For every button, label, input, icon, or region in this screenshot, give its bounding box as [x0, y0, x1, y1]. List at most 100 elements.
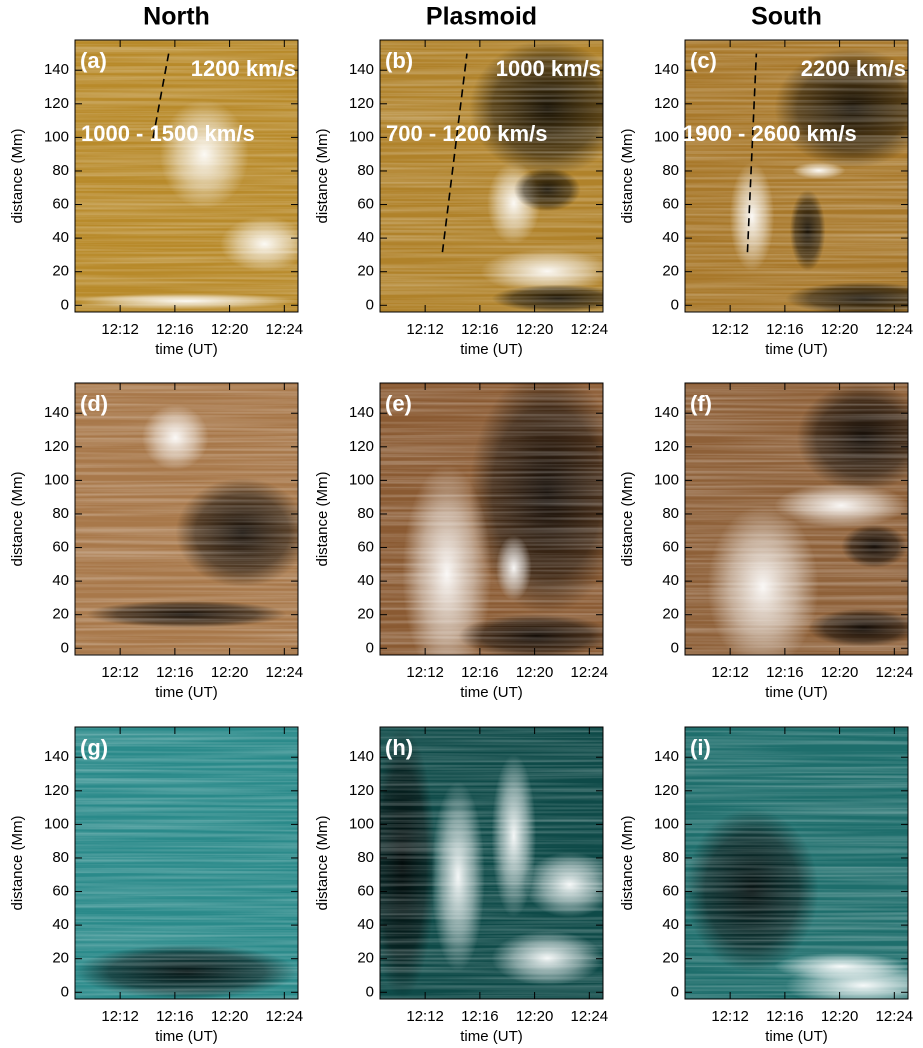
fit-line — [152, 53, 170, 139]
image — [685, 383, 908, 655]
y-tick-label: 60 — [662, 196, 679, 213]
speed-range-annotation: 1000 - 1500 km/s — [81, 121, 255, 146]
image-texture — [380, 727, 603, 999]
x-tick-label: 12:12 — [711, 664, 749, 681]
y-tick-label: 0 — [671, 983, 679, 1000]
x-tick-label: 12:24 — [876, 321, 914, 338]
y-tick-label: 120 — [349, 782, 374, 799]
panel-label: (e) — [385, 391, 412, 416]
panel-label: (d) — [80, 391, 108, 416]
panel-label: (a) — [80, 48, 107, 73]
y-tick-label: 60 — [662, 883, 679, 900]
x-tick-label: 12:12 — [406, 664, 444, 681]
y-tick-label: 120 — [44, 438, 69, 455]
x-axis-label: time (UT) — [765, 1028, 828, 1045]
y-tick-label: 100 — [44, 471, 69, 488]
x-tick-label: 12:12 — [711, 321, 749, 338]
y-tick-label: 0 — [366, 983, 374, 1000]
x-tick-label: 12:16 — [766, 664, 804, 681]
y-tick-label: 40 — [52, 572, 69, 589]
y-tick-label: 140 — [44, 748, 69, 765]
image-texture — [380, 383, 603, 655]
image — [75, 727, 298, 999]
x-tick-label: 12:24 — [266, 664, 304, 681]
x-tick-label: 12:12 — [406, 321, 444, 338]
frame — [379, 39, 604, 313]
y-tick-label: 120 — [349, 438, 374, 455]
x-tick-label: 12:20 — [211, 1008, 249, 1025]
y-tick-label: 120 — [349, 95, 374, 112]
y-axis-label: distance (Mm) — [314, 815, 331, 910]
y-tick-label: 40 — [662, 229, 679, 246]
x-tick-label: 12:12 — [101, 321, 139, 338]
y-tick-label: 80 — [357, 162, 374, 179]
y-axis-label: distance (Mm) — [9, 815, 26, 910]
image-texture — [685, 727, 908, 999]
y-tick-label: 120 — [44, 782, 69, 799]
y-tick-label: 100 — [654, 471, 679, 488]
y-axis-label: distance (Mm) — [9, 128, 26, 223]
y-tick-label: 60 — [357, 196, 374, 213]
y-tick-label: 60 — [357, 883, 374, 900]
y-axis-label: distance (Mm) — [619, 815, 636, 910]
speed-annotation: 2200 km/s — [801, 56, 906, 81]
y-tick-label: 80 — [357, 849, 374, 866]
y-tick-label: 20 — [52, 263, 69, 280]
y-tick-label: 20 — [662, 606, 679, 623]
image — [685, 40, 908, 312]
y-tick-label: 40 — [662, 572, 679, 589]
y-tick-label: 80 — [52, 849, 69, 866]
x-tick-label: 12:16 — [461, 664, 499, 681]
image — [685, 727, 908, 999]
x-axis-label: time (UT) — [155, 341, 218, 358]
x-tick-label: 12:24 — [266, 321, 304, 338]
x-tick-label: 12:20 — [211, 664, 249, 681]
x-tick-label: 12:16 — [766, 321, 804, 338]
y-tick-label: 60 — [662, 539, 679, 556]
x-tick-label: 12:16 — [461, 321, 499, 338]
y-tick-label: 0 — [671, 296, 679, 313]
x-tick-label: 12:24 — [571, 664, 609, 681]
image-texture — [380, 40, 603, 312]
x-axis-label: time (UT) — [460, 341, 523, 358]
y-tick-label: 140 — [44, 61, 69, 78]
y-tick-label: 140 — [349, 61, 374, 78]
y-tick-label: 120 — [654, 782, 679, 799]
frame — [684, 726, 909, 1000]
x-tick-label: 12:16 — [156, 321, 194, 338]
y-tick-label: 20 — [357, 950, 374, 967]
y-tick-label: 60 — [357, 539, 374, 556]
column-title: North — [143, 3, 210, 31]
frame — [379, 726, 604, 1000]
panel-label: (g) — [80, 735, 108, 760]
speed-annotation: 1000 km/s — [496, 56, 601, 81]
image-texture — [685, 383, 908, 655]
x-axis-label: time (UT) — [155, 684, 218, 701]
x-tick-label: 12:24 — [266, 1008, 304, 1025]
x-tick-label: 12:12 — [711, 1008, 749, 1025]
y-tick-label: 60 — [52, 883, 69, 900]
x-tick-label: 12:12 — [101, 664, 139, 681]
y-tick-label: 100 — [349, 128, 374, 145]
y-tick-label: 140 — [654, 404, 679, 421]
frame — [379, 382, 604, 656]
column-title: South — [751, 3, 822, 31]
y-tick-label: 100 — [654, 815, 679, 832]
x-tick-label: 12:24 — [571, 1008, 609, 1025]
x-tick-label: 12:24 — [571, 321, 609, 338]
speed-range-annotation: 1900 - 2600 km/s — [683, 121, 857, 146]
y-tick-label: 60 — [52, 539, 69, 556]
y-tick-label: 20 — [662, 950, 679, 967]
x-tick-label: 12:20 — [821, 664, 859, 681]
y-tick-label: 40 — [357, 572, 374, 589]
x-tick-label: 12:20 — [211, 321, 249, 338]
image-texture — [75, 727, 298, 999]
y-tick-label: 120 — [44, 95, 69, 112]
frame — [684, 382, 909, 656]
x-tick-label: 12:24 — [876, 664, 914, 681]
y-tick-label: 0 — [366, 639, 374, 656]
y-tick-label: 100 — [349, 471, 374, 488]
y-tick-label: 100 — [44, 128, 69, 145]
y-axis-label: distance (Mm) — [619, 128, 636, 223]
